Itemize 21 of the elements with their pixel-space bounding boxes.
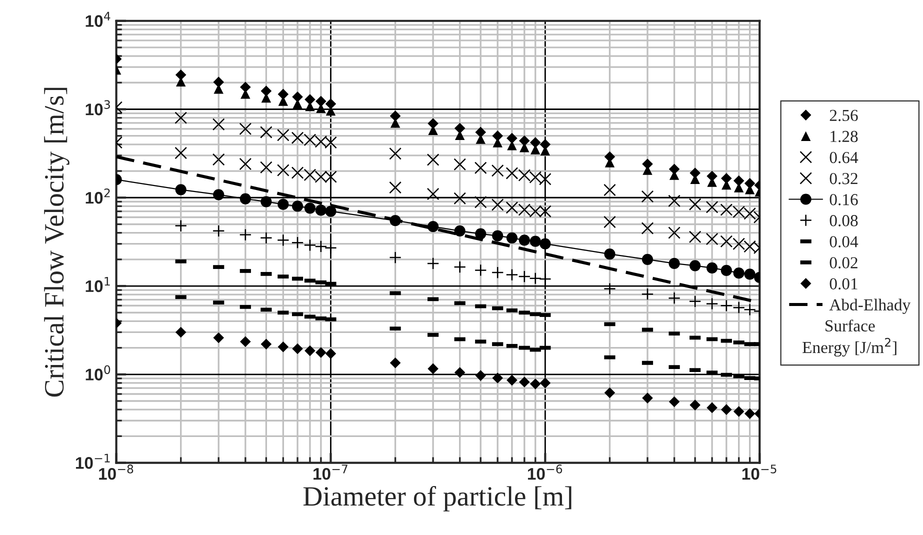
y-tick-label: 10$^{2}$: [86, 188, 110, 204]
legend-label: 0.04: [830, 236, 858, 248]
y-tick-label: 10$^{3}$: [86, 100, 110, 116]
legend-label: 0.08: [830, 215, 858, 226]
legend-title: Surface Energy [J/m$^{2}$]: [802, 320, 896, 357]
legend-label: 1.28: [830, 130, 858, 142]
x-tick-label: 10$^{−7}$: [314, 464, 348, 480]
x-axis-title: Diameter of particle [m]: [303, 486, 572, 512]
y-axis-title: Critical Flow Velocity [m/s]: [44, 88, 70, 397]
legend-label: 0.64: [830, 152, 858, 164]
legend-label: 0.16: [830, 194, 858, 206]
y-tick-label: 10$^{0}$: [86, 365, 110, 380]
legend-label: 0.01: [830, 278, 858, 290]
y-tick-label: 10$^{1}$: [86, 277, 110, 292]
legend-label: Abd-Elhady: [829, 298, 911, 314]
x-tick-label: 10$^{−6}$: [528, 464, 562, 480]
y-tick-label: 10$^{4}$: [86, 12, 110, 27]
legend-label: 0.02: [830, 257, 858, 268]
x-tick-label: 10$^{−5}$: [742, 464, 776, 480]
legend-label: 0.32: [830, 172, 858, 184]
legend-label: 2.56: [830, 110, 858, 122]
